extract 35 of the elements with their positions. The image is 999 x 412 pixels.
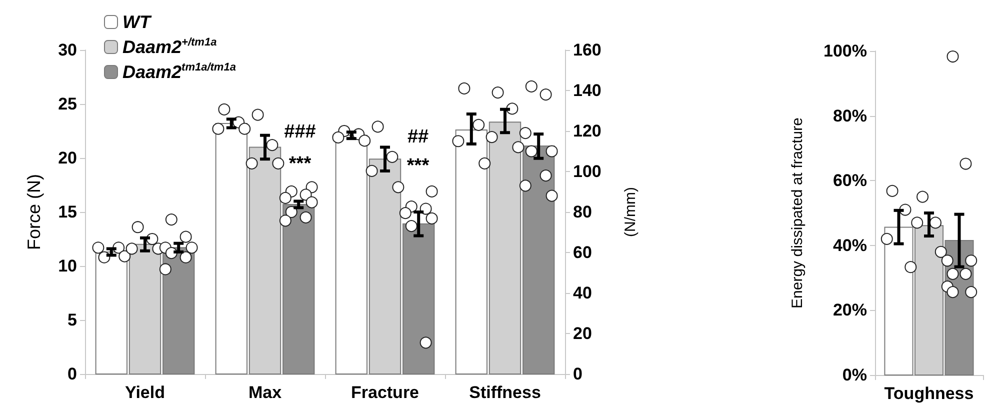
y2-tick-label: 100 — [573, 162, 602, 181]
y-tick-label: 5 — [68, 310, 77, 330]
y-tick-label: 100% — [824, 42, 867, 60]
y-tick-label: 40% — [832, 236, 867, 255]
y2-tick-label: 40 — [573, 284, 592, 302]
y2-tick-label: 0 — [573, 364, 582, 384]
y-axis-title: Force (N) — [24, 174, 44, 250]
y-axis-title: Energy dissipated at fracture — [789, 118, 806, 308]
y2-tick-label: 20 — [573, 324, 592, 343]
y-tick-label: 20% — [832, 300, 867, 320]
y-tick-label: 0% — [842, 366, 867, 384]
y2-tick-label: 140 — [573, 81, 602, 100]
y2-axis-title: (N/mm) — [622, 187, 639, 237]
x-tick-label: Toughness — [884, 384, 974, 403]
annotation: *** — [288, 154, 312, 174]
x-tick-label: Yield — [125, 383, 165, 402]
y-tick-label: 10 — [58, 256, 77, 276]
annotation: *** — [406, 156, 430, 176]
y-tick-label: 0 — [68, 364, 77, 384]
annotation: ## — [407, 126, 429, 148]
x-tick-label: Fracture — [350, 383, 420, 402]
y-tick-label: 25 — [58, 94, 77, 114]
y2-tick-label: 60 — [573, 243, 592, 262]
y-tick-label: 30 — [58, 40, 77, 60]
y2-tick-label: 120 — [573, 122, 602, 140]
y2-tick-label: 160 — [573, 40, 602, 60]
y-tick-label: 60% — [832, 171, 867, 190]
y-tick-label: 15 — [58, 202, 77, 222]
y-tick-label: 20 — [58, 148, 77, 168]
y2-tick-label: 80 — [573, 202, 592, 222]
x-tick-label: Max — [248, 383, 282, 402]
legend-label: WT — [122, 12, 152, 32]
x-tick-label: Stiffness — [469, 383, 541, 402]
annotation: ### — [284, 122, 316, 142]
y-tick-label: 80% — [832, 106, 867, 126]
